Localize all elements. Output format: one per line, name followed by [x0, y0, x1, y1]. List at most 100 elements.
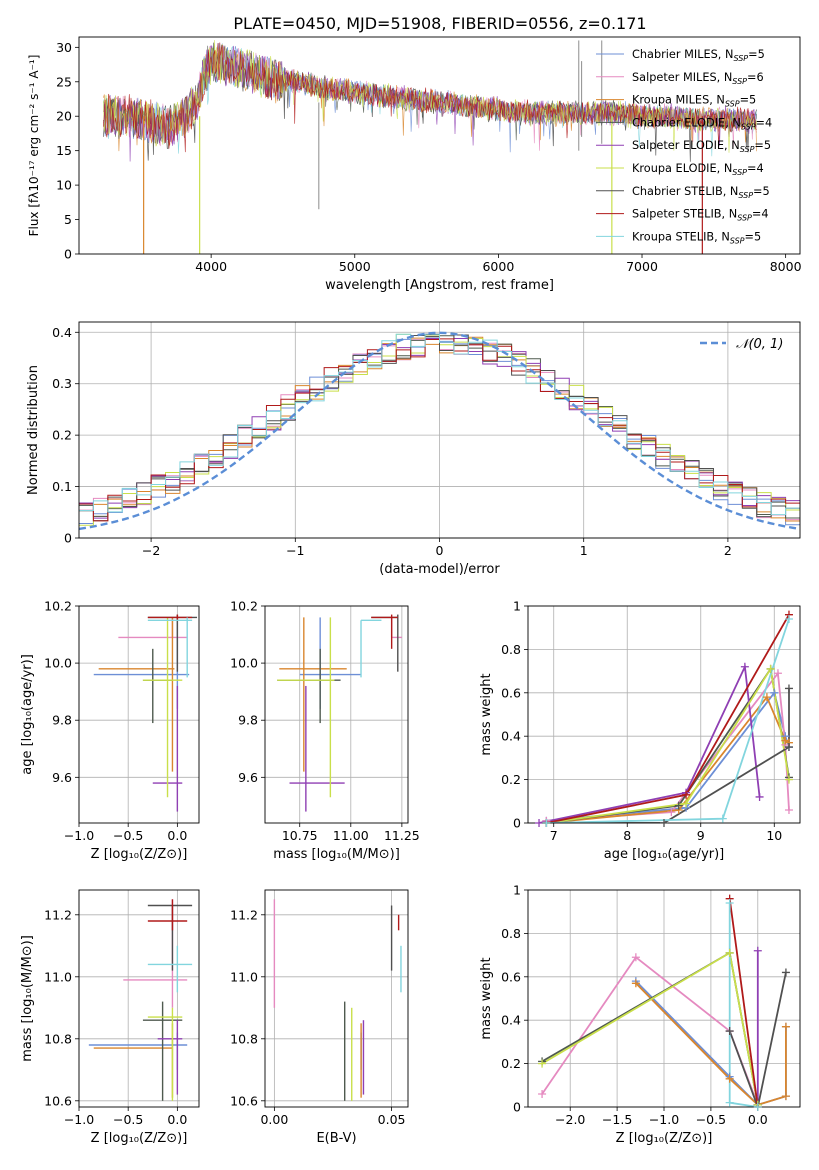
weight-marker	[725, 1074, 734, 1083]
weight-marker	[784, 805, 793, 814]
x-tick-label: −1.5	[602, 1112, 632, 1127]
y-tick-label: 0.4	[501, 1013, 521, 1028]
weight-marker	[682, 790, 691, 799]
weight-marker	[660, 819, 668, 827]
weight-marker	[770, 688, 779, 697]
y-axis-label: mass [log₁₀(M/M⊙)]	[20, 935, 35, 1062]
plot-area	[273, 899, 402, 1101]
x-tick-label: −1.0	[649, 1112, 679, 1127]
y-tick-label: 0.8	[501, 926, 521, 941]
x-tick-label: 0.0	[167, 828, 187, 843]
y-tick-label: 1	[513, 599, 521, 614]
axes-frame	[78, 889, 200, 1108]
weight-marker	[755, 792, 764, 801]
y-tick-label: 0.2	[501, 772, 521, 787]
weight-marker	[725, 1098, 734, 1107]
weight-line-5	[546, 666, 790, 823]
weight-marker	[718, 814, 727, 823]
y-tick-label: 5	[64, 212, 72, 227]
y-tick-label: 0.2	[52, 428, 72, 443]
weight-marker	[740, 662, 749, 671]
x-tick-label: 7000	[626, 259, 658, 274]
axes-weight-vs-age: 7 8 9 10 0 0.2 0.4 0.6 0.8 1 age [log₁₀(age/yr)] ma…	[479, 599, 801, 862]
y-tick-label: 0.4	[501, 729, 521, 744]
weight-marker	[762, 693, 771, 702]
weight-marker	[784, 684, 793, 693]
x-axis-label: age [log₁₀(age/yr)]	[604, 847, 725, 862]
weight-marker	[535, 819, 544, 827]
plot-area	[88, 899, 193, 1101]
x-tick-label: 4000	[195, 259, 227, 274]
y-axis-label: mass weight	[479, 673, 494, 755]
axes-frame	[78, 605, 200, 824]
axes-mass-vs-ebv: 0.00 0.05 10.6 10.8 11.0 11.2 E(B-V)	[230, 889, 409, 1146]
x-axis-label: E(B-V)	[316, 1131, 356, 1146]
y-tick-label: 20	[56, 109, 72, 124]
x-tick-label: 8000	[770, 259, 802, 274]
weight-line-5	[541, 951, 759, 1105]
y-tick-label: 0	[64, 531, 72, 546]
x-tick-label: 10	[766, 828, 782, 843]
axes-weight-vs-Z: −2.0 −1.5 −1.0 −0.5 0.0 0 0.2 0.4 0.6 0.8 1 Z [log₁…	[479, 883, 801, 1146]
y-tick-label: 11.0	[230, 969, 258, 984]
y-tick-label: 25	[56, 74, 72, 89]
weight-marker	[753, 946, 762, 955]
spectrum-line-5	[103, 40, 757, 153]
weight-marker	[725, 899, 734, 908]
weight-line-1	[541, 955, 759, 1106]
x-axis-label: mass [log₁₀(M/M⊙)]	[273, 847, 400, 862]
x-axis-label: Z [log₁₀(Z/Z⊙)]	[616, 1131, 713, 1146]
y-tick-label: 0	[513, 816, 521, 831]
legend-entry: Salpeter STELIB, NSSP=4	[632, 208, 769, 223]
x-tick-label: 9	[697, 828, 705, 843]
x-axis-label: wavelength [Angstrom, rest frame]	[325, 278, 554, 293]
axes-frame	[264, 605, 409, 824]
y-tick-label: 0.1	[52, 479, 72, 494]
plot-area	[93, 614, 198, 812]
x-tick-label: 0.05	[378, 1112, 406, 1127]
y-tick-label: 1	[513, 883, 521, 898]
x-tick-label: −1.0	[64, 1112, 94, 1127]
x-tick-label: −1	[286, 543, 304, 558]
y-tick-label: 10.0	[230, 656, 258, 671]
legend-entry: Salpeter MILES, NSSP=6	[632, 71, 764, 86]
x-tick-label: −0.5	[113, 1112, 143, 1127]
x-tick-label: 11.00	[333, 828, 369, 843]
y-tick-label: 9.6	[238, 770, 258, 785]
x-tick-label: −1.0	[64, 828, 94, 843]
plot-area	[103, 40, 757, 254]
x-tick-label: −2	[142, 543, 160, 558]
y-tick-label: 11.0	[44, 969, 72, 984]
y-tick-label: 10.8	[44, 1031, 72, 1046]
x-tick-label: 0.00	[260, 1112, 288, 1127]
normal-curve	[79, 331, 800, 531]
weight-line-7	[546, 614, 790, 823]
x-tick-label: 6000	[482, 259, 514, 274]
y-tick-label: 11.2	[44, 907, 72, 922]
x-tick-label: −0.5	[696, 1112, 726, 1127]
axes-age-vs-mass: 10.75 11.00 11.25 9.6 9.8 10.0 10.2 mass [log₁₀…	[230, 599, 420, 863]
y-tick-label: 10.2	[44, 599, 72, 614]
weight-line-7	[728, 898, 759, 1107]
weight-marker	[667, 808, 676, 817]
weight-marker	[538, 1089, 547, 1098]
weight-marker	[766, 664, 775, 673]
figure-title: PLATE=0450, MJD=51908, FIBERID=0556, z=0…	[233, 14, 646, 33]
x-tick-label: 11.25	[384, 828, 420, 843]
axes-residuals: −2 −1 0 1 2 0 0.1 0.2 0.3 0.4 (data-model)/error No…	[26, 321, 801, 577]
weight-line-4	[538, 663, 761, 823]
weight-marker	[784, 743, 793, 752]
weight-marker	[725, 1027, 734, 1036]
y-tick-label: 0	[64, 247, 72, 262]
weight-marker	[781, 1092, 790, 1101]
weight-line-3	[541, 951, 759, 1105]
weight-marker	[631, 953, 640, 962]
weight-marker	[784, 775, 793, 784]
y-tick-label: 10.2	[230, 599, 258, 614]
legend-entry: Kroupa STELIB, NSSP=5	[632, 230, 761, 245]
weight-marker	[538, 1059, 547, 1068]
y-tick-label: 10.6	[230, 1093, 258, 1108]
weight-line-0	[546, 690, 790, 822]
y-axis-label: mass weight	[479, 957, 494, 1039]
